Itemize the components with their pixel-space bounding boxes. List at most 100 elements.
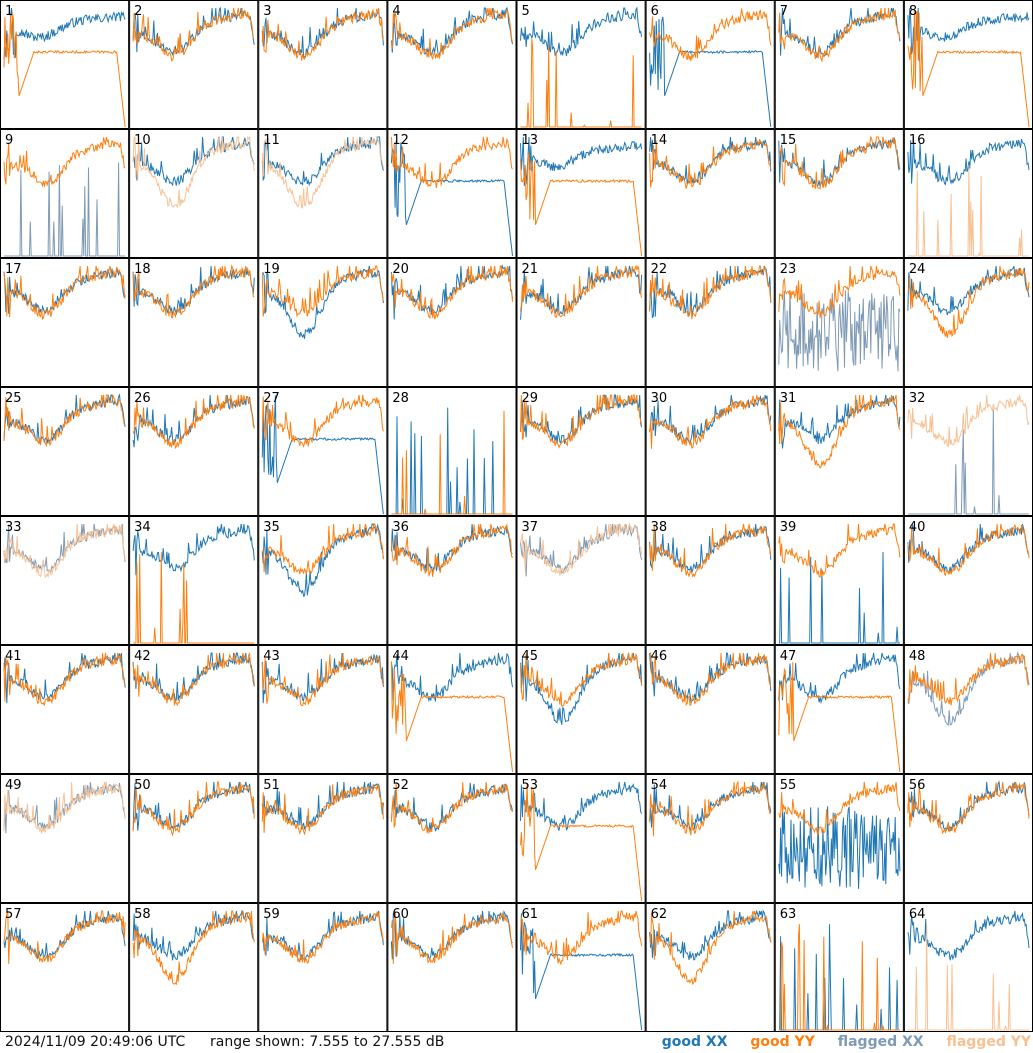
panel-border [0, 774, 130, 903]
panel-3: 3 [258, 0, 388, 129]
panel-15: 15 [774, 129, 904, 258]
panel-label: 36 [392, 520, 409, 535]
panel-border [645, 774, 775, 903]
panel-border [516, 258, 646, 387]
panel-36: 36 [387, 516, 517, 645]
panel-border [387, 258, 517, 387]
panel-border [516, 387, 646, 516]
series-xx-31 [778, 394, 901, 449]
panel-border [387, 903, 517, 1032]
series-xx-6 [649, 16, 772, 128]
panel-label: 18 [134, 262, 151, 277]
panel-label: 17 [5, 262, 22, 277]
panel-border [0, 516, 130, 645]
series-yy-21 [520, 264, 643, 319]
panel-border [258, 129, 388, 258]
series-xx-14 [649, 136, 772, 185]
panel-label: 34 [134, 520, 151, 535]
panel-label: 51 [263, 778, 280, 793]
panel-label: 10 [134, 133, 151, 148]
series-yy-34 [133, 552, 255, 644]
series-xx-4 [390, 6, 513, 57]
panel-label: 31 [780, 391, 797, 406]
panel-label: 2 [134, 4, 142, 19]
series-yy-52 [390, 781, 513, 835]
series-xx-19 [261, 265, 384, 339]
panel-label: 39 [780, 520, 797, 535]
panel-border [129, 645, 259, 774]
panel-label: 63 [780, 907, 797, 922]
series-xx-8 [907, 7, 1030, 62]
panel-label: 60 [392, 907, 409, 922]
panel-50: 50 [129, 774, 259, 903]
series-yy-3 [261, 7, 384, 61]
panel-border [645, 645, 775, 774]
series-xx-32 [907, 409, 1029, 515]
panel-border [516, 129, 646, 258]
panel-label: 9 [5, 133, 13, 148]
panel-border [387, 774, 517, 903]
series-yy-25 [3, 394, 126, 448]
panel-label: 8 [909, 4, 917, 19]
series-yy-13 [520, 153, 643, 257]
series-xx-63 [778, 924, 900, 1031]
panel-label: 35 [263, 520, 280, 535]
panel-49: 49 [0, 774, 130, 903]
series-yy-27 [261, 394, 384, 449]
panel-label: 12 [392, 133, 409, 148]
panel-38: 38 [645, 516, 775, 645]
panel-41: 41 [0, 645, 130, 774]
series-yy-51 [261, 783, 384, 836]
panel-37: 37 [516, 516, 646, 645]
panel-19: 19 [258, 258, 388, 387]
panel-label: 3 [263, 4, 271, 19]
series-xx-2 [132, 6, 255, 57]
panel-border [258, 387, 388, 516]
panel-51: 51 [258, 774, 388, 903]
panel-border [774, 0, 904, 129]
panel-label: 59 [263, 907, 280, 922]
panel-label: 6 [651, 4, 659, 19]
series-yy-50 [132, 781, 255, 837]
panel-border [258, 774, 388, 903]
panel-12: 12 [387, 129, 517, 258]
panel-border [258, 0, 388, 129]
series-xx-41 [3, 652, 126, 704]
series-yy-49 [3, 781, 126, 834]
legend-good-yy: good YY [750, 1034, 815, 1050]
panel-label: 55 [780, 778, 797, 793]
panel-border [129, 903, 259, 1032]
series-xx-61 [520, 913, 643, 1031]
panel-32: 32 [903, 387, 1033, 516]
series-xx-9 [4, 162, 126, 257]
panel-border [903, 645, 1033, 774]
panel-border [774, 903, 904, 1032]
panel-label: 41 [5, 649, 22, 664]
series-yy-41 [3, 652, 126, 706]
series-yy-61 [520, 910, 643, 966]
panel-label: 62 [651, 907, 668, 922]
series-yy-9 [3, 136, 126, 188]
series-yy-53 [520, 783, 643, 902]
series-xx-55 [778, 806, 901, 889]
series-xx-62 [649, 909, 772, 961]
panel-label: 29 [522, 391, 539, 406]
panel-18: 18 [129, 258, 259, 387]
series-yy-46 [649, 651, 772, 706]
series-xx-39 [778, 551, 900, 644]
panel-42: 42 [129, 645, 259, 774]
panel-27: 27 [258, 387, 388, 516]
series-yy-5 [520, 38, 642, 128]
panel-31: 31 [774, 387, 904, 516]
series-yy-60 [390, 911, 513, 964]
range-text: range shown: 7.555 to 27.555 dB [210, 1034, 445, 1050]
series-xx-53 [520, 781, 643, 831]
series-yy-28 [391, 410, 513, 515]
legend-flagged-yy: flagged YY [946, 1034, 1031, 1050]
panel-border [645, 516, 775, 645]
panel-14: 14 [645, 129, 775, 258]
series-yy-31 [778, 394, 901, 470]
series-yy-1 [3, 13, 126, 128]
series-xx-35 [261, 523, 384, 597]
